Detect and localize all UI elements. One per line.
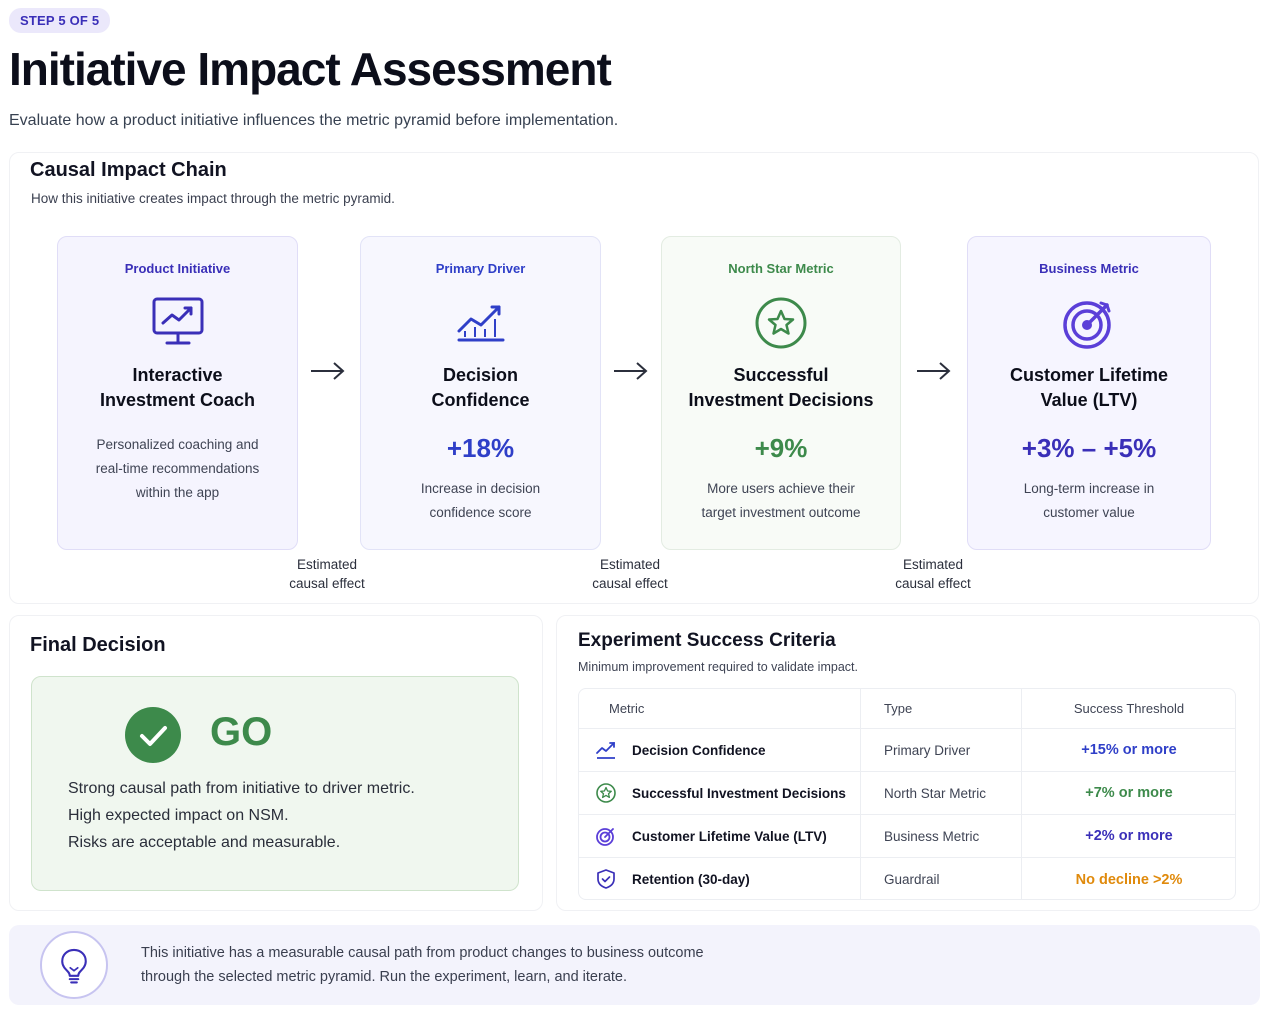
arrow-right-icon [917, 362, 951, 380]
causal-effect-label: Estimated causal effect [592, 557, 668, 591]
arrow-right-icon [311, 362, 345, 380]
metric-name: Retention (30-day) [632, 872, 750, 887]
experiment-criteria-panel: Experiment Success Criteria Minimum impr… [556, 615, 1260, 911]
causal-effect-label: Estimated causal effect [895, 557, 971, 591]
shield-check-icon [597, 869, 615, 889]
page-subtitle: Evaluate how a product initiative influe… [9, 112, 619, 129]
card-name: Decision Confidence [431, 365, 530, 410]
metric-name: Successful Investment Decisions [632, 785, 846, 801]
card-label: Business Metric [1039, 261, 1139, 276]
decision-title: Final Decision [30, 634, 166, 656]
card-name: Successful Investment Decisions [688, 365, 874, 410]
header-metric: Metric [609, 701, 645, 716]
target-icon [1063, 301, 1111, 349]
card-name: Customer Lifetime Value (LTV) [1009, 365, 1169, 410]
card-description: Long-term increase in customer value [1023, 481, 1155, 520]
success-threshold: +15% or more [1081, 742, 1177, 758]
page-title: Initiative Impact Assessment [9, 43, 612, 95]
insight-banner: This initiative has a measurable causal … [9, 925, 1260, 1005]
arrow-right-icon [614, 362, 648, 380]
target-icon [596, 828, 614, 846]
metric-type: Business Metric [884, 828, 980, 844]
card-primary-driver: Primary Driver Decision Confidence +18% … [360, 236, 601, 550]
card-description: More users achieve their target investme… [701, 481, 861, 520]
decision-box: GO Strong causal path from initiative to… [31, 676, 519, 891]
card-label: Product Initiative [124, 261, 231, 276]
criteria-table: Metric Type Success Threshold Decision C… [578, 688, 1236, 900]
table-header-row: Metric Type Success Threshold [579, 689, 1235, 729]
table-row: Customer Lifetime Value (LTV) Business M… [579, 815, 1235, 858]
trend-chart-icon [596, 742, 615, 759]
insight-text: This initiative has a measurable causal … [141, 945, 704, 985]
chain-subtitle: How this initiative creates impact throu… [31, 191, 395, 206]
success-threshold: +2% or more [1085, 828, 1173, 844]
metric-name: Decision Confidence [632, 742, 766, 758]
chain-title: Causal Impact Chain [30, 159, 227, 181]
final-decision-panel: Final Decision GO Strong causal path fro… [9, 615, 543, 911]
card-name: Interactive Investment Coach [99, 365, 256, 410]
decision-rationale: Strong causal path from initiative to dr… [68, 780, 415, 851]
card-value: +3% – +5% [1021, 433, 1157, 463]
card-description: Personalized coaching and real-time reco… [95, 437, 260, 500]
lightbulb-icon [40, 931, 108, 999]
decision-verdict: GO [210, 710, 273, 754]
causal-impact-chain-panel: Causal Impact Chain How this initiative … [9, 152, 1259, 604]
card-product-initiative: Product Initiative Interactive Investmen… [57, 236, 298, 550]
table-row: Decision Confidence Primary Driver +15% … [579, 729, 1235, 772]
header-type: Type [884, 701, 913, 716]
table-row: Successful Investment Decisions North St… [579, 772, 1235, 815]
trend-chart-icon [457, 305, 504, 342]
star-circle-icon [755, 297, 807, 349]
table-row: Retention (30-day) Guardrail No decline … [579, 858, 1235, 899]
success-threshold: +7% or more [1085, 785, 1173, 801]
card-label: North Star Metric [728, 261, 834, 276]
causal-effect-label: Estimated causal effect [289, 557, 365, 591]
card-north-star-metric: North Star Metric Successful Investment … [661, 236, 901, 550]
criteria-title: Experiment Success Criteria [578, 630, 836, 651]
star-circle-icon [596, 783, 616, 803]
card-value: +9% [754, 433, 808, 463]
metric-type: Guardrail [884, 872, 940, 887]
card-business-metric: Business Metric Customer Lifetime Value … [967, 236, 1211, 550]
check-circle-icon [125, 707, 181, 763]
criteria-subtitle: Minimum improvement required to validate… [578, 660, 858, 674]
metric-type: North Star Metric [884, 785, 987, 801]
metric-type: Primary Driver [884, 742, 971, 758]
card-value: +18% [446, 433, 515, 463]
step-badge: STEP 5 OF 5 [9, 8, 111, 33]
card-label: Primary Driver [435, 261, 526, 276]
success-threshold: No decline >2% [1075, 871, 1183, 888]
metric-name: Customer Lifetime Value (LTV) [632, 828, 827, 844]
card-description: Increase in decision confidence score [420, 481, 541, 520]
header-threshold: Success Threshold [1073, 701, 1185, 716]
monitor-chart-icon [152, 297, 203, 345]
